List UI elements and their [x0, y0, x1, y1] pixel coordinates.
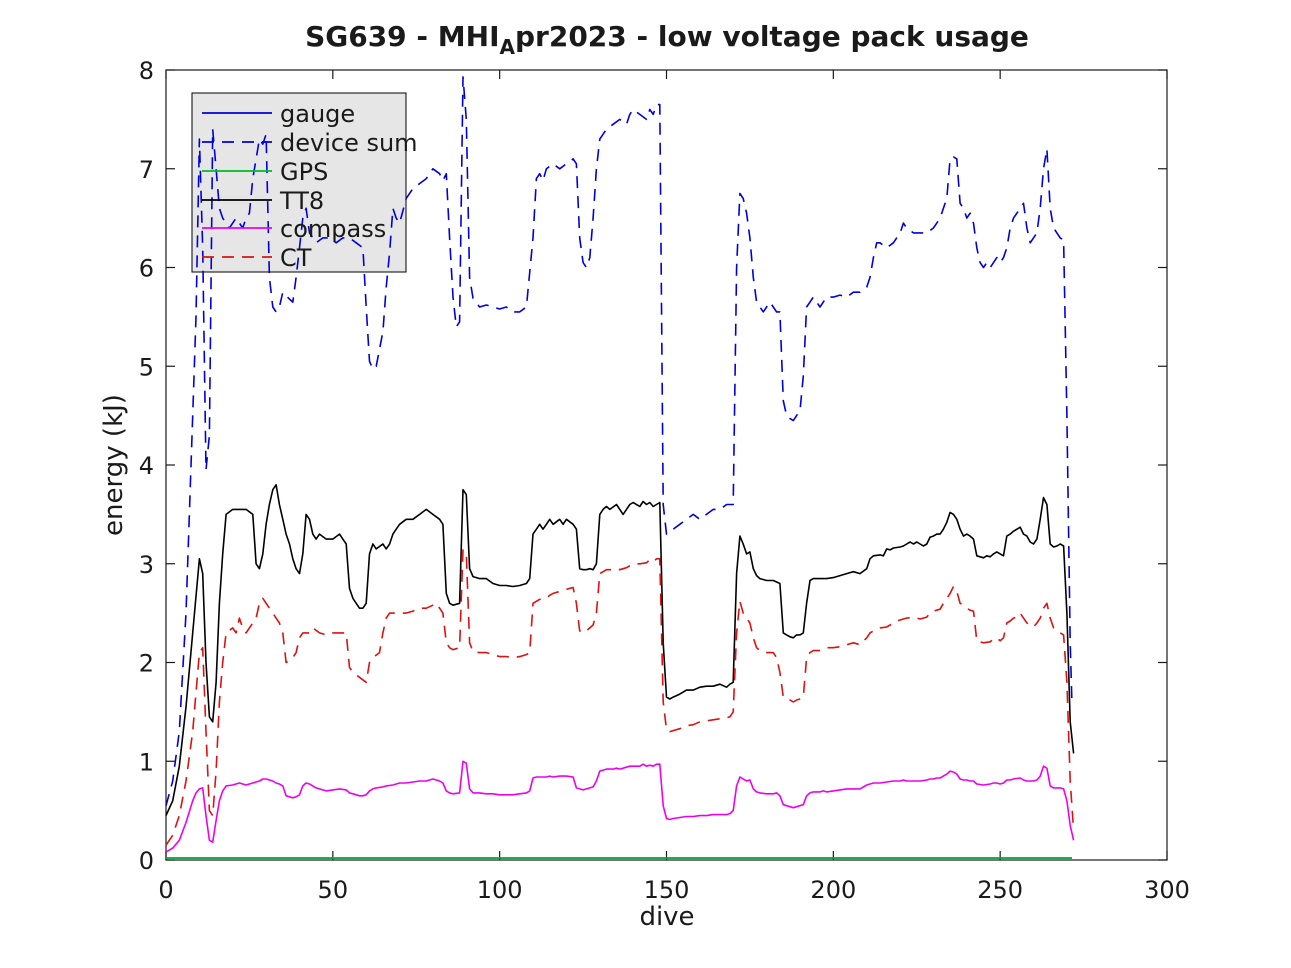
y-tick-label: 8 [139, 57, 154, 85]
y-tick-label: 7 [139, 156, 154, 184]
y-tick-label: 3 [139, 551, 154, 579]
legend-item-ct: CT [202, 244, 312, 272]
legend-label-device-sum: device sum [280, 129, 418, 157]
series-line-device-sum [165, 76, 1073, 806]
x-axis-label: dive [639, 902, 694, 932]
x-tick-label: 150 [644, 876, 690, 904]
legend-label-compass: compass [280, 215, 386, 243]
y-axis-label: energy (kJ) [99, 394, 129, 536]
legend-label-gps: GPS [280, 158, 328, 186]
title-prefix: SG639 - MHI [305, 20, 499, 53]
legend-item-device-sum: device sum [202, 129, 418, 157]
plot-series [165, 76, 1075, 859]
legend-item-compass: compass [202, 215, 386, 243]
title-subscript: A [500, 35, 516, 59]
legend-box [191, 92, 407, 273]
legend-label-tt8: TT8 [279, 187, 324, 215]
x-tick-label: 250 [977, 876, 1023, 904]
axes: 0 50 100 150 200 250 300 0 1 2 3 4 5 6 7 8 [139, 57, 1190, 904]
x-tick-label: 50 [318, 876, 349, 904]
legend-label-gauge: gauge [280, 100, 355, 128]
legend-label-ct: CT [280, 244, 312, 272]
x-tick-label: 100 [477, 876, 523, 904]
y-tick-label: 4 [139, 452, 154, 480]
y-tick-label: 6 [139, 255, 154, 283]
y-tick-label: 1 [139, 748, 154, 776]
title-suffix: pr2023 - low voltage pack usage [515, 20, 1029, 53]
y-tick-label: 5 [139, 353, 154, 381]
series-line-ct [165, 549, 1075, 846]
page-title: SG639 - MHIApr2023 - low voltage pack us… [305, 20, 1029, 59]
legend: gauge device sum GPS TT8 compass CT [202, 100, 418, 272]
x-tick-label: 300 [1144, 876, 1190, 904]
y-tick-label: 2 [139, 650, 154, 678]
y-tick-label: 0 [139, 847, 154, 875]
legend-item-tt8: TT8 [202, 187, 324, 215]
series-line-tt8 [165, 483, 1075, 816]
x-tick-label: 0 [158, 876, 173, 904]
series-line-compass [165, 760, 1075, 853]
legend-item-gauge: gauge [202, 100, 355, 128]
x-tick-label: 200 [810, 876, 856, 904]
legend-item-gps: GPS [202, 158, 328, 186]
